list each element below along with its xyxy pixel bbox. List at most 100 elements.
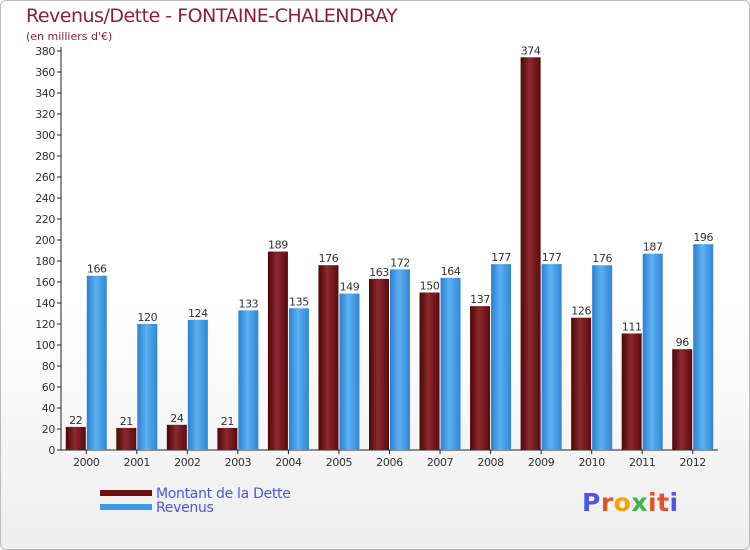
y-tick-label: 300	[35, 129, 55, 142]
debt-value-label: 96	[676, 336, 690, 349]
debt-bar	[166, 424, 187, 450]
revenus-bar	[592, 265, 613, 450]
revenus-value-label: 135	[289, 295, 309, 308]
legend-label-revenus: Revenus	[156, 500, 214, 516]
debt-bar	[621, 333, 642, 450]
revenus-bar	[642, 253, 663, 450]
y-tick-label: 320	[35, 108, 55, 121]
debt-bar	[318, 265, 339, 450]
logo-letter: i	[648, 488, 658, 517]
y-tick-label: 380	[35, 45, 55, 58]
x-tick-label: 2007	[427, 456, 454, 469]
y-tick-label: 20	[42, 423, 56, 436]
x-tick-label: 2005	[326, 456, 353, 469]
logo-letter: t	[657, 488, 670, 517]
revenus-bar	[541, 264, 562, 450]
revenus-value-label: 124	[188, 307, 208, 320]
y-tick-label: 280	[35, 150, 55, 163]
y-tick-label: 360	[35, 66, 55, 79]
debt-bar	[520, 57, 541, 451]
logo-letter: o	[613, 488, 632, 517]
debt-bar	[470, 306, 491, 450]
logo-letter: i	[669, 488, 679, 517]
revenus-value-label: 177	[542, 251, 562, 264]
x-tick-label: 2008	[477, 456, 504, 469]
x-tick-label: 2009	[528, 456, 555, 469]
debt-bar	[571, 317, 592, 450]
y-tick-label: 60	[42, 381, 56, 394]
revenus-value-label: 166	[87, 263, 107, 276]
y-tick-label: 160	[35, 276, 55, 289]
y-tick-label: 260	[35, 171, 55, 184]
y-tick-label: 180	[35, 255, 55, 268]
y-tick-label: 200	[35, 234, 55, 247]
revenus-value-label: 120	[137, 311, 157, 324]
revenus-bar	[491, 264, 512, 450]
x-tick-label: 2006	[376, 456, 403, 469]
debt-value-label: 126	[571, 305, 591, 318]
legend-swatch-revenus	[100, 504, 152, 510]
revenus-value-label: 149	[340, 281, 360, 294]
revenus-bar	[187, 319, 208, 450]
revenus-bar	[238, 310, 259, 450]
debt-bar	[65, 426, 86, 450]
x-tick-label: 2002	[174, 456, 200, 469]
debt-value-label: 111	[622, 320, 642, 333]
debt-bar	[217, 427, 238, 450]
revenus-value-label: 177	[491, 251, 511, 264]
x-tick-label: 2004	[275, 456, 302, 469]
y-tick-label: 140	[35, 297, 55, 310]
x-tick-label: 2001	[124, 456, 150, 469]
y-tick-label: 100	[35, 339, 55, 352]
x-tick-label: 2003	[225, 456, 252, 469]
y-tick-label: 120	[35, 318, 55, 331]
debt-value-label: 163	[369, 266, 389, 279]
y-tick-label: 240	[35, 192, 55, 205]
revenus-bar	[440, 277, 461, 450]
revenus-value-label: 133	[238, 297, 258, 310]
chart-title: Revenus/Dette - FONTAINE-CHALENDRAY	[26, 5, 398, 27]
x-tick-label: 2012	[680, 456, 706, 469]
debt-value-label: 374	[521, 44, 541, 57]
revenus-value-label: 176	[592, 252, 612, 265]
revenus-value-label: 196	[693, 231, 713, 244]
y-tick-label: 340	[35, 87, 55, 100]
revenus-bar	[288, 308, 309, 450]
debt-value-label: 24	[170, 412, 184, 425]
legend-swatch-debt	[100, 490, 152, 496]
debt-bar	[369, 278, 389, 450]
y-tick-label: 40	[42, 402, 56, 415]
debt-bar	[419, 292, 440, 450]
debt-value-label: 189	[268, 239, 288, 252]
y-tick-label: 220	[35, 213, 55, 226]
y-tick-label: 0	[48, 444, 55, 457]
debt-value-label: 21	[120, 415, 133, 428]
revenus-bar	[339, 293, 360, 450]
x-tick-label: 2000	[73, 456, 100, 469]
proxiti-logo: Proxiti	[582, 488, 679, 517]
debt-bar	[267, 251, 288, 450]
revenus-bar	[137, 324, 158, 450]
revenus-value-label: 187	[643, 241, 663, 254]
legend-label-debt: Montant de la Dette	[156, 486, 291, 502]
debt-value-label: 22	[69, 414, 82, 427]
chart-subtitle: (en milliers d'€)	[26, 30, 113, 43]
x-tick-label: 2010	[578, 456, 605, 469]
y-tick-label: 80	[42, 360, 56, 373]
logo-letter: r	[600, 488, 614, 517]
logo-letter: P	[582, 488, 601, 517]
logo-letter: x	[631, 488, 648, 517]
debt-bar	[672, 349, 693, 450]
debt-bar	[116, 427, 137, 450]
revenus-value-label: 164	[441, 265, 461, 278]
x-tick-label: 2011	[629, 456, 655, 469]
revenus-bar	[390, 269, 410, 450]
debt-value-label: 150	[420, 280, 440, 293]
debt-value-label: 176	[319, 252, 339, 265]
revenus-bar	[693, 244, 714, 450]
debt-value-label: 137	[470, 293, 490, 306]
revenus-value-label: 172	[390, 256, 410, 269]
revenus-bar	[86, 275, 107, 450]
